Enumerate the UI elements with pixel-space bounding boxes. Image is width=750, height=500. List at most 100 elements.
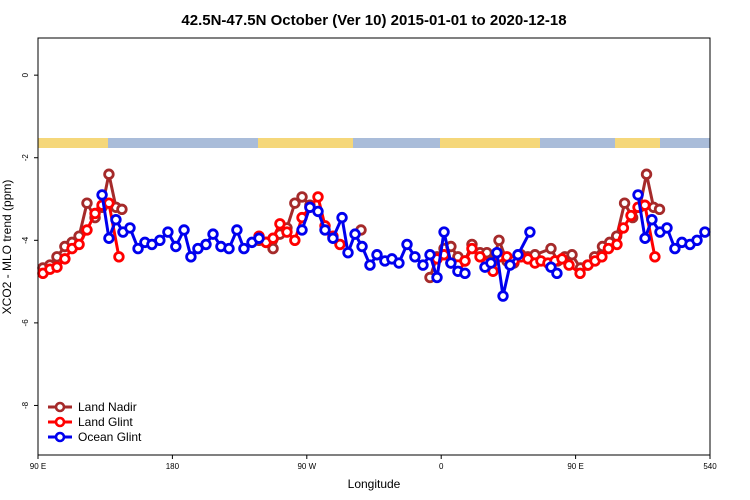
data-point: [207, 228, 219, 240]
data-point: [110, 213, 122, 226]
data-point: [491, 246, 503, 259]
data-point: [551, 267, 563, 280]
data-point: [281, 226, 293, 238]
data-point: [371, 249, 383, 261]
data-point: [289, 234, 301, 247]
data-point: [81, 197, 93, 209]
x-tick-label: 540: [703, 462, 717, 471]
data-point: [691, 234, 703, 247]
x-tick-label: 180: [166, 462, 180, 471]
y-axis-label: XCO2 - MLO trend (ppm): [0, 180, 14, 315]
legend-marker: [54, 416, 66, 428]
data-point: [445, 257, 457, 269]
data-point: [504, 259, 516, 271]
data-point: [319, 224, 331, 236]
data-point: [296, 224, 308, 236]
data-point: [485, 257, 497, 269]
data-point: [200, 238, 212, 251]
data-point: [289, 197, 301, 209]
data-point: [459, 255, 471, 267]
data-point: [356, 240, 368, 253]
data-point: [699, 226, 711, 238]
data-point: [669, 242, 681, 255]
data-point: [154, 234, 166, 247]
data-point: [618, 197, 631, 209]
data-point: [459, 267, 471, 280]
data-point: [274, 218, 286, 230]
data-point: [401, 238, 413, 251]
data-point: [424, 249, 436, 261]
data-point: [364, 259, 376, 271]
data-point: [545, 242, 557, 255]
data-point: [566, 249, 578, 261]
data-point: [296, 191, 308, 203]
data-point: [73, 238, 85, 251]
data-point: [617, 222, 630, 234]
x-tick-label: 0: [439, 462, 444, 471]
y-tick-label: -8: [21, 401, 30, 409]
data-point: [646, 213, 658, 226]
data-point: [59, 253, 71, 265]
data-point: [417, 259, 429, 271]
data-point: [661, 222, 673, 234]
data-point: [103, 168, 115, 180]
x-tick-label: 90 E: [30, 462, 46, 471]
data-point: [640, 168, 653, 180]
data-point: [632, 189, 644, 201]
data-point: [653, 203, 666, 216]
y-tick-label: -2: [21, 154, 30, 162]
data-point: [474, 251, 486, 263]
data-point: [124, 222, 136, 234]
data-point: [349, 228, 361, 240]
data-point: [81, 224, 93, 236]
data-point: [116, 203, 128, 216]
legend-label: Ocean Glint: [78, 430, 142, 444]
data-point: [327, 232, 339, 244]
data-point: [178, 224, 190, 236]
data-point: [393, 257, 405, 269]
data-point: [625, 209, 637, 222]
data-point: [438, 226, 450, 238]
data-point: [466, 242, 478, 255]
data-point: [223, 242, 235, 255]
data-point: [409, 251, 421, 263]
data-point: [602, 242, 615, 255]
data-point: [497, 290, 509, 302]
legend-marker: [54, 401, 66, 413]
legend-marker: [54, 431, 66, 443]
data-point: [267, 242, 279, 255]
data-point: [334, 238, 346, 251]
data-point: [96, 189, 108, 201]
data-point: [574, 267, 586, 280]
data-point: [253, 232, 265, 244]
data-point: [132, 242, 144, 255]
data-point: [162, 226, 174, 238]
x-tick-label: 90 W: [297, 462, 316, 471]
chart-title: 42.5N-47.5N October (Ver 10) 2015-01-01 …: [181, 12, 566, 29]
data-point: [431, 271, 443, 284]
data-point: [611, 238, 623, 251]
data-point: [563, 259, 575, 271]
x-tick-label: 90 E: [567, 462, 583, 471]
data-point: [51, 261, 63, 273]
data-point: [89, 207, 101, 220]
legend-label: Land Glint: [78, 415, 133, 429]
data-point: [185, 251, 197, 263]
legend-label: Land Nadir: [78, 400, 137, 414]
y-tick-label: 0: [21, 72, 30, 77]
y-tick-label: -4: [21, 236, 30, 244]
data-point: [342, 246, 354, 259]
data-point: [512, 249, 524, 261]
data-point: [231, 224, 243, 236]
data-point: [312, 191, 324, 203]
surface-band: [38, 138, 710, 148]
data-point: [639, 232, 651, 244]
data-point: [267, 232, 279, 244]
data-point: [238, 242, 250, 255]
data-point: [170, 240, 182, 253]
data-point: [113, 251, 125, 263]
data-point: [103, 232, 115, 244]
data-point: [649, 251, 661, 263]
data-point: [556, 253, 568, 265]
